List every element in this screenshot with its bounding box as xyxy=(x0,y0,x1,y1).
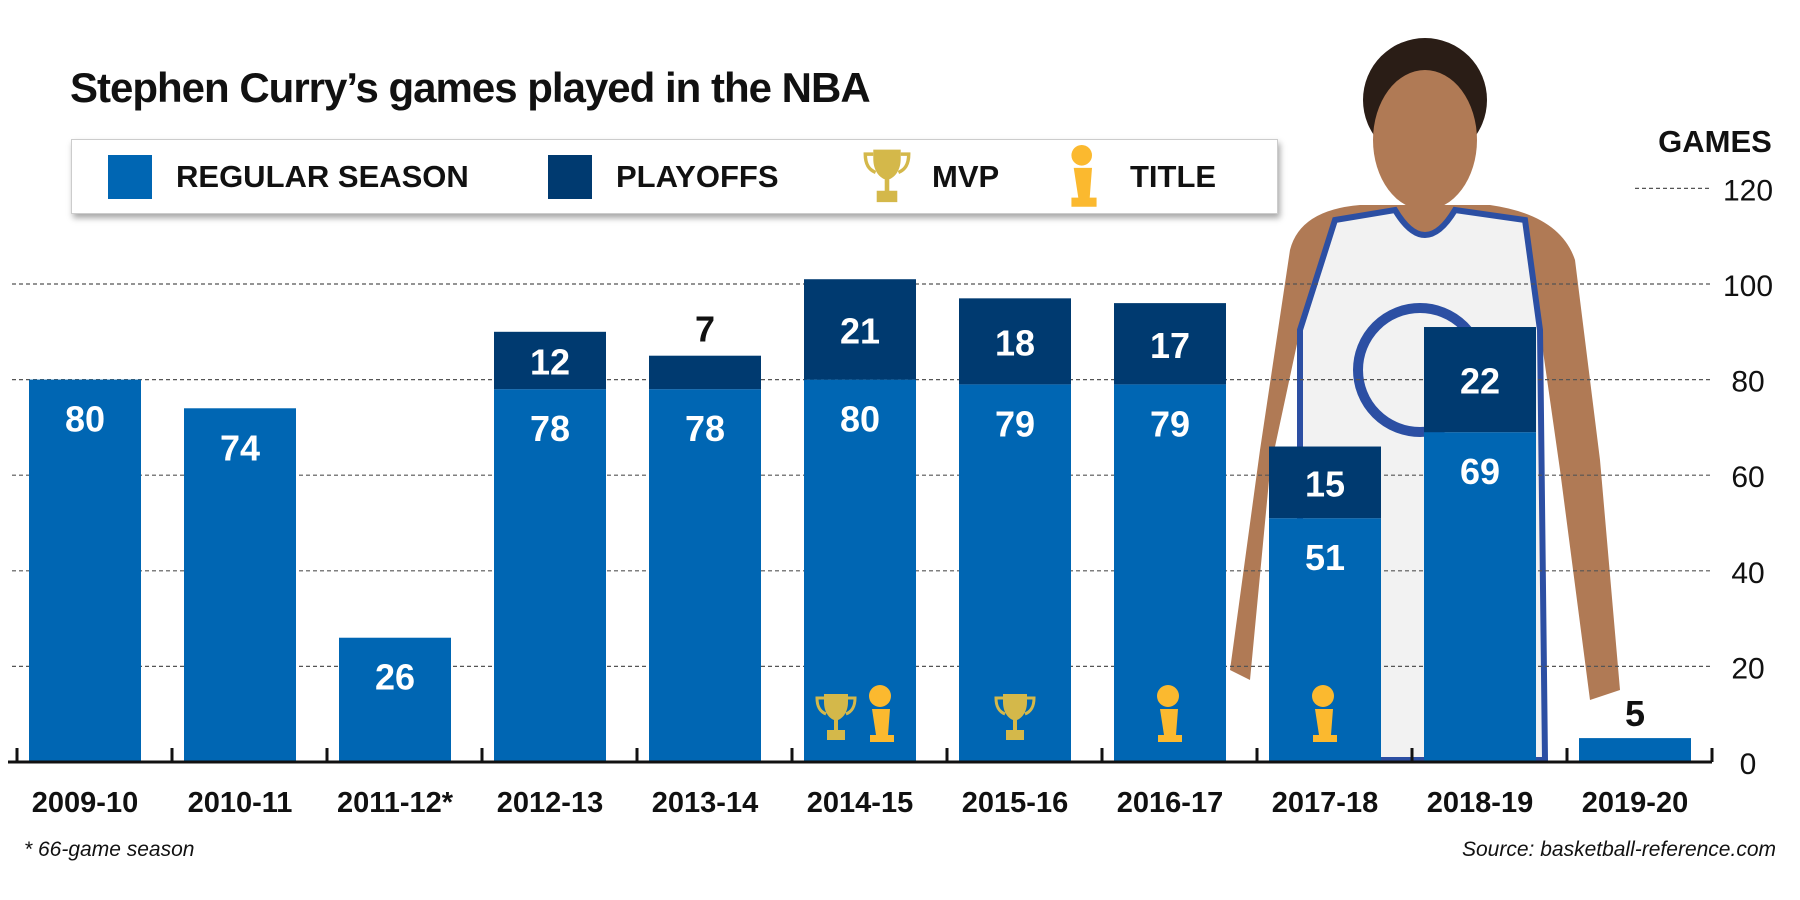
bar-label-playoffs: 12 xyxy=(530,341,570,382)
y-axis-title: GAMES xyxy=(1658,124,1772,159)
bar-label-regular: 80 xyxy=(840,399,880,440)
bar-label-regular: 79 xyxy=(995,403,1035,444)
player-face xyxy=(1373,70,1477,210)
legend-label: PLAYOFFS xyxy=(616,158,779,194)
x-tick-label: 2009-10 xyxy=(32,787,138,819)
larry-obrien-trophy-icon xyxy=(1071,144,1097,207)
trophy-icon xyxy=(863,149,911,202)
x-tick-label: 2011-12* xyxy=(337,787,454,819)
trophy-base xyxy=(870,709,894,742)
title-trophy-icon xyxy=(869,685,894,742)
footnote: * 66-game season xyxy=(24,838,195,861)
x-tick-label: 2013-14 xyxy=(652,787,758,819)
bar-label-regular: 26 xyxy=(375,657,415,698)
bar-label-playoffs: 15 xyxy=(1305,463,1345,504)
chart-title: Stephen Curry’s games played in the NBA xyxy=(70,64,871,111)
trophy-shape xyxy=(824,694,848,740)
bar-regular-season xyxy=(29,379,141,762)
bar-playoffs xyxy=(804,279,916,380)
legend-regular-season: REGULAR SEASON xyxy=(108,140,469,213)
bar-regular-season xyxy=(184,408,296,762)
x-tick-label: 2019-20 xyxy=(1582,787,1688,819)
x-tick-label: 2014-15 xyxy=(807,787,913,819)
trophy-handles xyxy=(994,696,1036,716)
trophy-base xyxy=(1158,709,1182,742)
bar-regular-season xyxy=(494,389,606,762)
bar-playoffs xyxy=(1424,327,1536,433)
bar-regular-season xyxy=(649,389,761,762)
bar-label-regular: 80 xyxy=(65,399,105,440)
legend-swatch-playoffs xyxy=(548,154,592,199)
y-tick-label: 40 xyxy=(1731,557,1764,590)
bar-label-regular: 78 xyxy=(685,408,725,449)
bar-label-regular: 5 xyxy=(1625,693,1645,734)
title-trophy-icon xyxy=(1312,685,1337,742)
bar-playoffs xyxy=(1269,446,1381,519)
x-tick-label: 2017-18 xyxy=(1272,787,1378,819)
x-tick-label: 2012-13 xyxy=(497,787,603,819)
bar-regular-season xyxy=(1579,738,1691,762)
bar-playoffs xyxy=(1114,303,1226,385)
x-tick-label: 2016-17 xyxy=(1117,787,1223,819)
bar-label-regular: 51 xyxy=(1305,537,1345,578)
bar-playoffs xyxy=(959,298,1071,385)
legend-title: TITLE xyxy=(1064,140,1216,213)
legend-swatch-regular xyxy=(108,154,152,199)
y-tick-label: 100 xyxy=(1723,270,1773,303)
y-tick-label: 120 xyxy=(1723,174,1773,207)
bar-label-regular: 74 xyxy=(220,427,260,468)
y-tick-label: 60 xyxy=(1731,461,1764,494)
bar-label-playoffs: 21 xyxy=(840,310,880,351)
legend-label: REGULAR SEASON xyxy=(176,158,469,194)
bar-label-regular: 69 xyxy=(1460,451,1500,492)
legend-label: TITLE xyxy=(1130,158,1217,194)
bar-playoffs xyxy=(494,331,606,390)
legend-mvp: MVP xyxy=(860,140,999,213)
mvp-trophy-icon xyxy=(994,694,1036,740)
bar-regular-season xyxy=(339,637,451,762)
trophy-ball xyxy=(1312,685,1334,707)
trophy-ball xyxy=(1157,685,1179,707)
bar-label-playoffs: 22 xyxy=(1460,361,1500,402)
bar-label-regular: 78 xyxy=(530,408,570,449)
mvp-trophy-icon xyxy=(815,694,857,740)
x-tick-label: 2015-16 xyxy=(962,787,1068,819)
legend-label: MVP xyxy=(932,158,1000,194)
trophy-shape xyxy=(1003,694,1027,740)
trophy-ball xyxy=(869,685,891,707)
bar-regular-season xyxy=(1424,432,1536,762)
x-tick-label: 2018-19 xyxy=(1427,787,1533,819)
x-tick-label: 2010-11 xyxy=(188,787,293,819)
source-note: Source: basketball-reference.com xyxy=(1462,838,1776,861)
legend-playoffs: PLAYOFFS xyxy=(548,140,779,213)
bar-label-playoffs: 18 xyxy=(995,322,1035,363)
y-tick-label: 80 xyxy=(1731,366,1764,399)
bar-label-playoffs: 7 xyxy=(695,309,715,350)
bar-label-regular: 79 xyxy=(1150,403,1190,444)
bar-label-playoffs: 17 xyxy=(1150,325,1190,366)
legend: REGULAR SEASON PLAYOFFS MVP TITLE xyxy=(71,139,1278,214)
title-trophy-icon xyxy=(1157,685,1182,742)
y-tick-label: 20 xyxy=(1731,652,1764,685)
trophy-handles xyxy=(815,696,857,716)
y-tick-label: 0 xyxy=(1740,748,1757,781)
bar-playoffs xyxy=(649,355,761,390)
trophy-base xyxy=(1313,709,1337,742)
